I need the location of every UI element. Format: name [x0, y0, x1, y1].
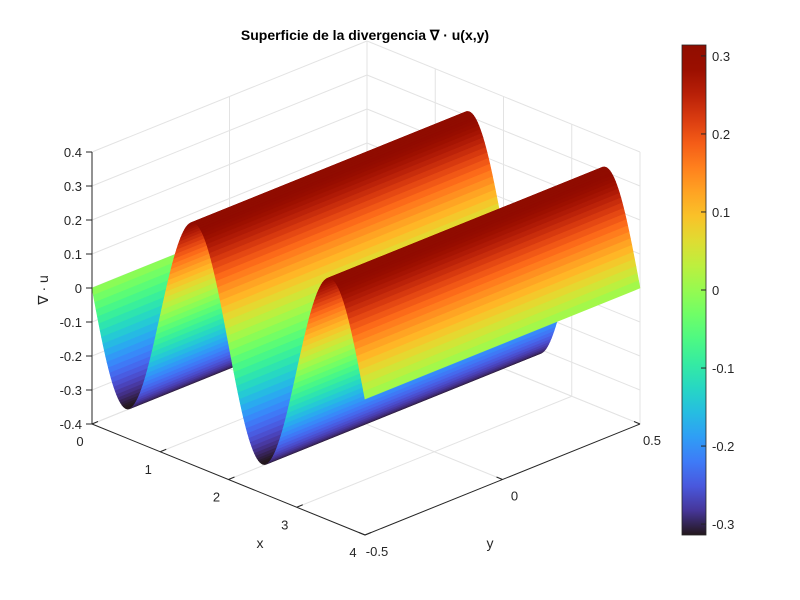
colorbar-tick-label: -0.3: [712, 517, 734, 532]
x-tick: [228, 476, 235, 480]
colorbar-tick-label: 0.1: [712, 205, 730, 220]
z-axis-label: ∇ · u: [35, 275, 51, 306]
x-tick-label: 4: [349, 545, 356, 560]
y-axis-label: y: [487, 535, 494, 551]
z-tick-label: 0.3: [64, 179, 82, 194]
x-tick: [160, 448, 167, 453]
chart-title: Superficie de la divergencia ∇ · u(x,y): [241, 27, 489, 43]
x-tick: [296, 504, 303, 508]
colorbar-tick-label: 0.2: [712, 127, 730, 142]
z-tick-label: -0.2: [60, 349, 82, 364]
x-tick-label: 0: [76, 434, 83, 449]
y-tick-label: 0.5: [643, 433, 661, 448]
surface-strip: [363, 280, 641, 400]
y-tick: [633, 421, 641, 425]
y-tick: [496, 476, 503, 480]
x-tick-label: 2: [213, 490, 220, 505]
y-tick: [358, 532, 366, 536]
colorbar-tick-label: -0.2: [712, 439, 734, 454]
z-tick-label: -0.4: [60, 417, 82, 432]
y-tick-label: 0: [511, 489, 518, 504]
x-tick-label: 3: [281, 517, 288, 532]
colorbar: 0.3 0.2 0.1 0 -0.1 -0.2 -0.3: [681, 44, 734, 536]
grid-line: [296, 395, 572, 508]
x-axis-label: x: [257, 535, 264, 551]
z-tick-label: -0.3: [60, 383, 82, 398]
surface: [91, 111, 641, 465]
colorbar-tick-label: 0: [712, 283, 719, 298]
y-tick-label: -0.5: [366, 544, 388, 559]
x-tick: [364, 532, 372, 536]
z-tick-label: 0.2: [64, 213, 82, 228]
z-tick-label: 0.4: [64, 145, 82, 160]
colorbar-tick-label: 0.3: [712, 49, 730, 64]
axes: -0.4 -0.3 -0.2 -0.1 0 0.1 0.2 0.3 0.4 0 1 2 3 4 -0.5 0 0…: [60, 145, 661, 560]
z-tick-label: 0.1: [64, 247, 82, 262]
colorbar-tick-label: -0.1: [712, 361, 734, 376]
x-tick-label: 1: [145, 462, 152, 477]
z-tick-label: 0: [75, 281, 82, 296]
z-tick-label: -0.1: [60, 315, 82, 330]
x-tick: [91, 421, 99, 425]
